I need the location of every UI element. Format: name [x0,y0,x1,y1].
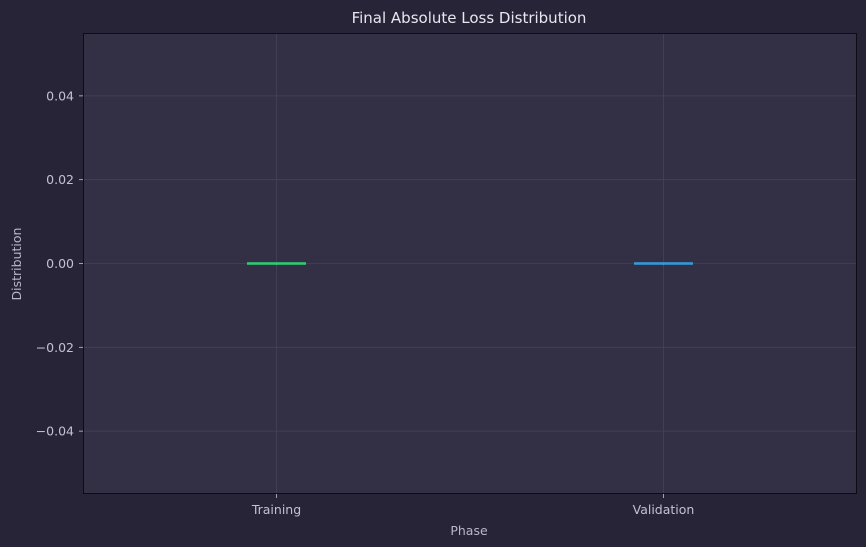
tick-layer: −0.04 −0.02 0.00 0.02 0.04 Training Validation [36,88,695,517]
x-axis-label: Phase [450,523,488,538]
box-layer [247,262,693,266]
y-axis-label: Distribution [9,228,24,301]
y-tick-label: −0.02 [36,340,74,355]
box-training [247,262,306,266]
y-tick-label: 0.00 [46,256,74,271]
y-tick-label: 0.02 [46,172,74,187]
plot-frame [83,33,857,494]
x-tick-label-training: Training [251,502,301,517]
y-tick-label: 0.04 [46,88,74,103]
chart-title: Final Absolute Loss Distribution [352,9,587,27]
y-tick-label: −0.04 [36,424,74,439]
box-validation [634,262,693,266]
x-tick-label-validation: Validation [633,502,695,517]
